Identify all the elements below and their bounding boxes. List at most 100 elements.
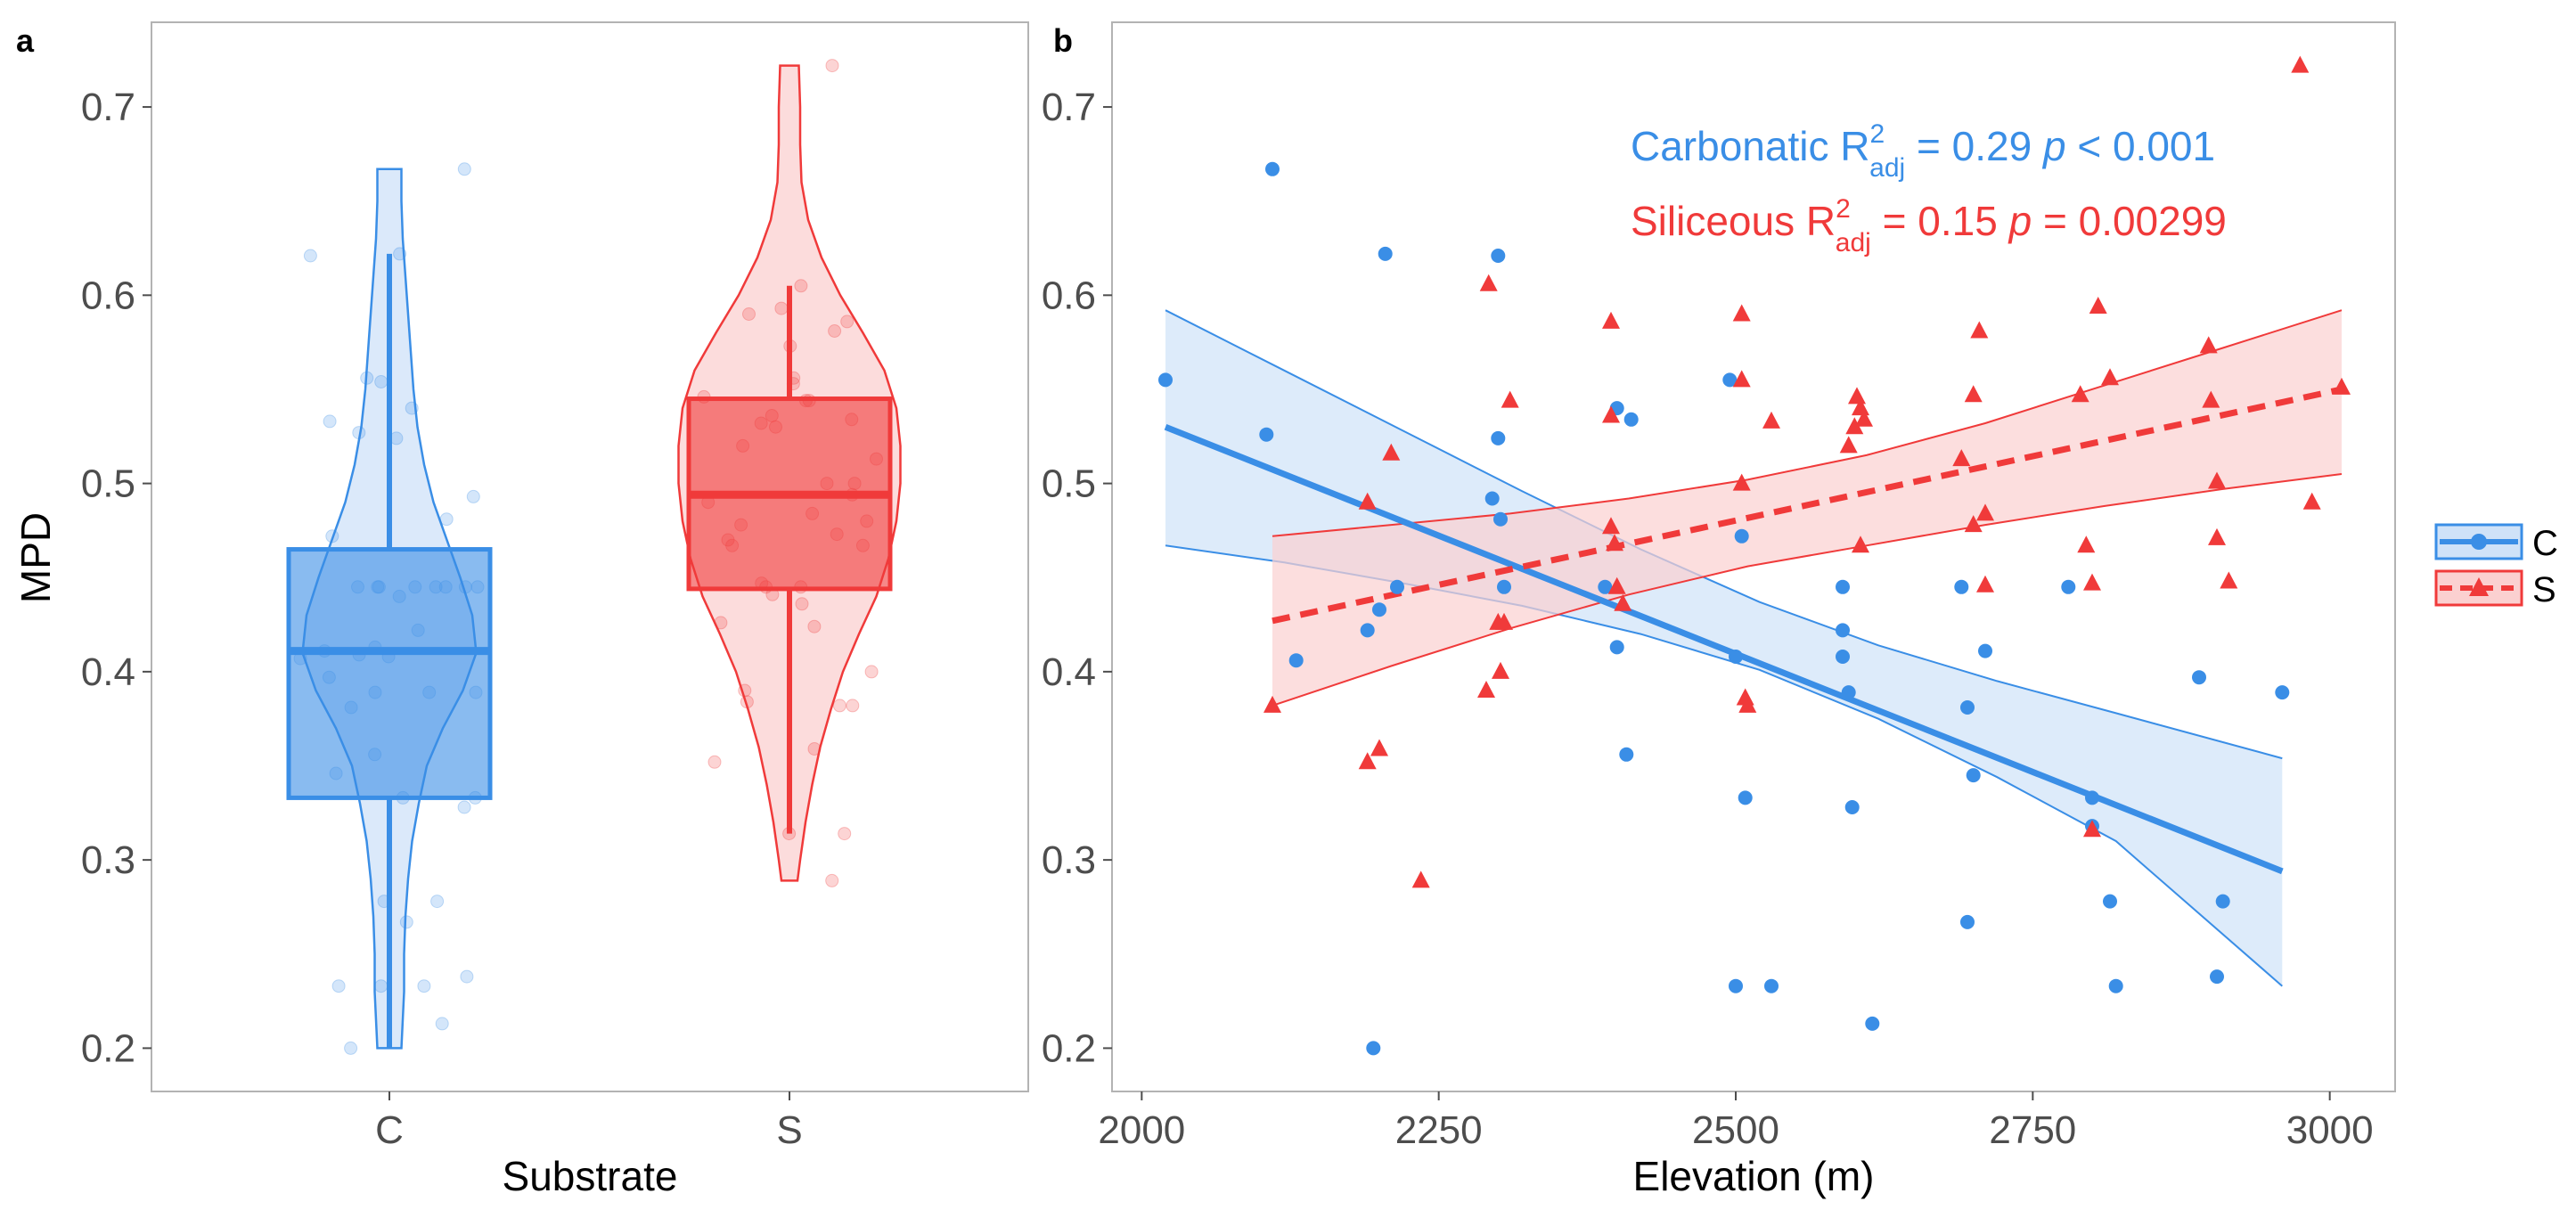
panel-b: b 0.2 0.3 0.4 0.5 0.6 0.7 2000 2250 2500 2750 300…: [1042, 21, 2396, 1199]
panel-b-y-axis: 0.2 0.3 0.4 0.5 0.6 0.7: [1042, 86, 1112, 1070]
r2-sup: 2: [1869, 119, 1885, 149]
jitter-point: [828, 324, 842, 338]
point-s: [1263, 695, 1281, 713]
jitter-point: [807, 742, 822, 756]
point-s: [2077, 535, 2096, 553]
point-s: [1602, 405, 1620, 423]
jitter-point: [331, 979, 346, 993]
jitter-point: [840, 315, 855, 329]
jitter-point: [435, 1017, 449, 1031]
jitter-point: [352, 426, 366, 440]
y-tick-label: 0.6: [1042, 274, 1096, 317]
panel-a-x-axis-title: Substrate: [503, 1153, 678, 1199]
x-tick-label: 3000: [2286, 1108, 2374, 1152]
annotation-siliceous: Siliceous R2 adj = 0.15 p = 0.00299: [1631, 194, 2227, 257]
point-s: [1976, 503, 1994, 521]
point-c: [1259, 427, 1274, 442]
jitter-point: [399, 915, 413, 929]
point-s: [2083, 573, 2101, 591]
point-s: [2208, 527, 2226, 545]
point-c: [1484, 491, 1500, 506]
point-c: [1954, 579, 1969, 594]
point-s: [2071, 385, 2089, 403]
point-c: [1966, 768, 1981, 783]
point-s: [1762, 411, 1780, 429]
boxplots: [286, 253, 893, 1049]
x-tick-label: 2250: [1395, 1108, 1483, 1152]
point-c: [1722, 372, 1738, 388]
point-c: [2215, 894, 2230, 909]
y-tick-label: 0.4: [1042, 650, 1096, 694]
jitter-point: [864, 665, 879, 679]
y-tick-label: 0.7: [81, 86, 135, 129]
point-s: [1492, 661, 1509, 679]
legend-marker-c: [2471, 534, 2487, 550]
jitter-point: [374, 375, 388, 388]
point-c: [1836, 650, 1850, 664]
point-c: [1158, 372, 1173, 388]
x-tick-label: 2000: [1098, 1108, 1185, 1152]
point-s: [1952, 449, 1971, 467]
point-c: [2192, 670, 2206, 685]
box-c: [286, 547, 493, 800]
x-tick-label: S: [776, 1108, 802, 1152]
point-s: [1845, 417, 1864, 435]
point-s: [1855, 409, 1873, 427]
legend-item-c: C: [2434, 523, 2558, 563]
jitter-point: [838, 827, 852, 841]
point-c: [1960, 700, 1975, 715]
point-s: [2291, 55, 2310, 73]
point-s: [2083, 820, 2101, 838]
point-s: [1358, 752, 1377, 770]
annotation-carbonatic-p-label: p: [2041, 123, 2066, 169]
jitter-point: [460, 969, 474, 984]
point-c: [1491, 249, 1506, 263]
point-s: [1606, 534, 1623, 552]
jitter-point: [439, 512, 454, 527]
ci-upper-s: [1272, 309, 2343, 537]
y-tick-label: 0.2: [81, 1026, 135, 1070]
confidence-ribbons: [1165, 309, 2343, 987]
jitter-point: [825, 873, 839, 887]
y-tick-label: 0.7: [1042, 86, 1096, 129]
annotation-siliceous-p-label: p: [2008, 198, 2032, 244]
point-s: [1848, 387, 1866, 405]
legend-label-s: S: [2532, 570, 2556, 609]
y-tick-label: 0.3: [81, 838, 135, 882]
annotation-carbonatic-label: Carbonatic: [1631, 123, 1828, 169]
point-s: [1477, 681, 1495, 698]
point-s: [2208, 471, 2226, 489]
jitter-point: [742, 307, 756, 321]
point-s: [1852, 535, 1869, 553]
point-s: [1479, 274, 1498, 291]
point-s: [1732, 304, 1751, 322]
panel-b-border: [1111, 21, 2396, 1092]
point-s: [1411, 870, 1430, 888]
y-tick-label: 0.3: [1042, 838, 1096, 882]
jitter-point: [303, 249, 317, 263]
legend-marker-s: [2469, 577, 2489, 596]
point-c: [1623, 412, 1639, 427]
point-s: [2199, 336, 2218, 354]
annotation-carbonatic: Carbonatic R2 adj = 0.29 p < 0.001: [1631, 119, 2215, 183]
r2-sub: adj: [1836, 228, 1871, 257]
legend-label-c: C: [2532, 524, 2558, 563]
y-tick-label: 0.2: [1042, 1026, 1096, 1070]
annotation-carbonatic-p: < 0.001: [2077, 123, 2215, 169]
point-c: [2108, 978, 2123, 993]
jitter-point: [807, 619, 822, 633]
point-s: [1976, 575, 1994, 593]
fit-line-s: [1272, 386, 2343, 625]
y-tick-label: 0.4: [81, 650, 135, 694]
point-c: [2061, 579, 2076, 594]
point-c: [2085, 790, 2099, 805]
point-s: [2220, 571, 2238, 589]
annotation-siliceous-p: = 0.00299: [2043, 198, 2227, 244]
point-s: [1732, 370, 1751, 388]
r2-symbol: R: [1840, 123, 1869, 169]
point-c: [1390, 579, 1404, 594]
point-c: [1491, 430, 1506, 445]
jitter-point: [344, 1041, 358, 1055]
annotation-siliceous-r2: = 0.15: [1883, 198, 1998, 244]
